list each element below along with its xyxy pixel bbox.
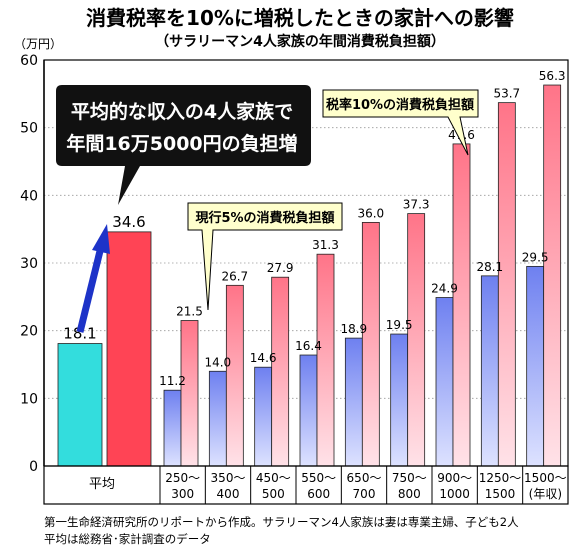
value-label-new: 34.6 <box>112 213 145 231</box>
bar-current-5pct <box>208 370 227 467</box>
category-label-line2: 1500 <box>485 487 516 501</box>
category-label-line2: 500 <box>262 487 285 501</box>
y-tick-label: 50 <box>20 121 38 137</box>
bar-new-10pct <box>106 231 152 467</box>
category-label-line2: (年収) <box>529 487 562 501</box>
y-axis-label: （万円） <box>14 37 62 51</box>
value-label-new: 36.0 <box>357 206 384 220</box>
bar-current-5pct <box>57 343 103 467</box>
category-label-line1: 750〜 <box>392 471 427 485</box>
bar-current-5pct <box>480 275 499 467</box>
increase-arrow <box>76 224 110 333</box>
category-label-line2: 700 <box>353 487 376 501</box>
value-label-current: 29.5 <box>522 250 549 264</box>
callout-new: 税率10%の消費税負担額 <box>322 89 479 156</box>
category-label-line2: 600 <box>307 487 330 501</box>
bar-new-10pct <box>361 221 380 467</box>
y-tick-labels: 0 10 20 30 40 50 60 <box>20 53 38 475</box>
category-box <box>43 465 569 505</box>
category-label-line1: 650〜 <box>347 471 382 485</box>
category-label-line2: 1000 <box>439 487 470 501</box>
value-label-current: 11.2 <box>159 374 186 388</box>
bar-current-5pct <box>254 366 273 467</box>
bar-new-10pct <box>543 84 562 467</box>
callout-current: 現行5%の消費税負担額 <box>187 202 343 311</box>
bar-current-5pct <box>526 265 545 467</box>
category-label-line2: 800 <box>398 487 421 501</box>
callout-current-bubble <box>187 202 343 311</box>
category-label-line1: 550〜 <box>301 471 336 485</box>
value-labels: 18.1 34.6 11.2 21.5 14.0 26.7 14.6 27.9 16.4 31.3… <box>63 69 565 388</box>
value-label-current: 28.1 <box>476 260 503 274</box>
callout-main-line2: 年間16万5000円の負担増 <box>66 132 297 155</box>
value-label-new: 26.7 <box>221 269 248 283</box>
value-label-current: 14.0 <box>204 355 231 369</box>
bar-current-5pct <box>299 354 318 467</box>
category-label-line1: 450〜 <box>256 471 291 485</box>
y-tick-label: 20 <box>20 324 38 340</box>
chart-title: 消費税率を10%に増税したときの家計への影響 <box>86 6 514 30</box>
bar-current-5pct <box>435 297 454 467</box>
value-label-new: 37.3 <box>403 198 430 212</box>
category-label-line1: 900〜 <box>437 471 472 485</box>
y-tick-label: 40 <box>20 188 38 204</box>
callout-new-bubble <box>322 89 479 156</box>
callout-main-line1: 平均的な収入の4人家族で <box>71 100 293 123</box>
callout-new-text: 税率10%の消費税負担額 <box>326 97 474 113</box>
arrow-head <box>92 224 110 254</box>
bar-current-5pct <box>390 333 409 467</box>
value-label-current: 18.1 <box>63 325 96 343</box>
callout-current-text: 現行5%の消費税負担額 <box>195 210 334 226</box>
value-label-new: 53.7 <box>493 87 520 101</box>
bars <box>57 84 562 467</box>
arrow-shaft <box>76 246 105 333</box>
category-label: 平均 <box>89 477 115 492</box>
value-label-current: 19.5 <box>386 318 413 332</box>
callout-main-bubble <box>56 85 311 205</box>
y-tick-label: 60 <box>20 53 38 69</box>
value-label-new: 21.5 <box>176 305 203 319</box>
callout-main: 平均的な収入の4人家族で 年間16万5000円の負担増 <box>56 85 311 205</box>
category-label-line1: 1500〜 <box>524 471 567 485</box>
bar-new-10pct <box>316 253 335 467</box>
value-label-new: 31.3 <box>312 238 339 252</box>
y-tick-label: 10 <box>20 391 38 407</box>
bar-current-5pct <box>344 337 363 467</box>
bar-new-10pct <box>271 276 290 467</box>
footnote-line1: 第一生命経済研究所のリポートから作成。サラリーマン4人家族は妻は専業主婦、子ども… <box>44 515 519 529</box>
bar-new-10pct <box>497 102 516 467</box>
bar-new-10pct <box>180 320 199 467</box>
category-labels: 平均 250〜 300 350〜 400 450〜 500 550〜 600 650〜 700 750… <box>89 471 567 501</box>
chart-subtitle: （サラリーマン4人家族の年間消費税負担額） <box>155 33 445 50</box>
footnote-line2: 平均は総務省･家計調査のデータ <box>44 532 211 546</box>
bar-new-10pct <box>452 143 471 467</box>
y-tick-label: 0 <box>29 459 38 475</box>
axes <box>43 59 569 505</box>
bar-new-10pct <box>407 213 426 467</box>
category-label-line2: 400 <box>217 487 240 501</box>
category-label-line1: 250〜 <box>165 471 200 485</box>
value-label-new: 56.3 <box>539 69 566 83</box>
category-label-line1: 1250〜 <box>479 471 522 485</box>
value-label-current: 14.6 <box>250 351 277 365</box>
category-label-line2: 300 <box>171 487 194 501</box>
value-label-new: 27.9 <box>267 261 294 275</box>
y-tick-label: 30 <box>20 256 38 272</box>
category-label-line1: 350〜 <box>211 471 246 485</box>
bar-new-10pct <box>225 284 244 467</box>
bar-current-5pct <box>163 389 182 467</box>
value-label-current: 24.9 <box>431 282 458 296</box>
value-label-current: 18.9 <box>340 322 367 336</box>
value-label-current: 16.4 <box>295 339 322 353</box>
